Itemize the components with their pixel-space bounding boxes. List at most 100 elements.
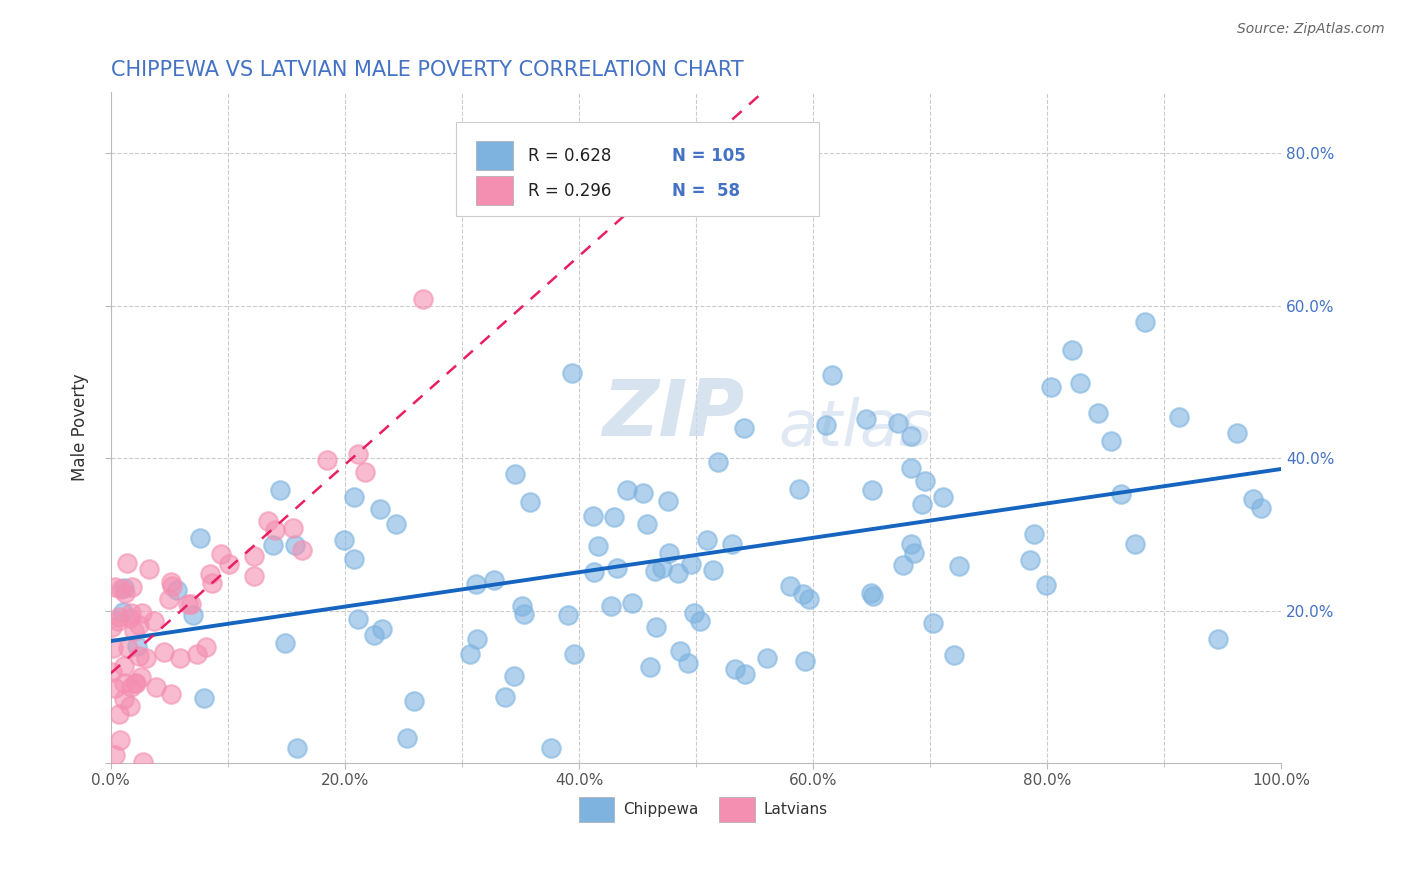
Point [887, 417, 910, 431]
Point [142, 614, 165, 628]
Point [859, 586, 882, 600]
Point [900, 461, 922, 475]
Point [363, 628, 385, 642]
Point [1241, 492, 1264, 507]
Point [658, 546, 681, 560]
Point [104, 580, 127, 594]
Point [209, 548, 232, 562]
Point [1123, 536, 1146, 550]
Point [169, 651, 191, 665]
Point [561, 367, 583, 381]
Point [860, 483, 883, 497]
Point [153, 645, 176, 659]
Point [120, 606, 142, 620]
Point [243, 549, 266, 564]
Point [943, 648, 966, 662]
Point [124, 676, 146, 690]
Point [128, 649, 150, 664]
Point [502, 669, 524, 683]
Point [855, 411, 877, 425]
Point [562, 647, 585, 661]
Point [651, 561, 673, 575]
Point [644, 564, 666, 578]
Point [162, 579, 184, 593]
Point [110, 582, 132, 596]
Point [583, 565, 606, 579]
Point [346, 612, 368, 626]
Point [157, 591, 180, 606]
Point [291, 543, 314, 558]
Point [921, 616, 943, 631]
Point [676, 657, 699, 671]
Text: Chippewa: Chippewa [623, 803, 699, 817]
Point [512, 607, 534, 621]
Point [368, 501, 391, 516]
Point [1035, 578, 1057, 592]
Point [128, 618, 150, 632]
Point [195, 640, 218, 654]
Point [188, 531, 211, 545]
FancyBboxPatch shape [720, 797, 755, 822]
Point [1226, 425, 1249, 440]
Point [263, 538, 285, 552]
Point [243, 569, 266, 583]
Point [484, 573, 506, 587]
Point [114, 585, 136, 599]
Point [138, 562, 160, 576]
Point [900, 537, 922, 551]
Point [269, 483, 291, 498]
Point [557, 607, 579, 622]
Point [101, 620, 124, 634]
Point [519, 495, 541, 509]
Point [683, 606, 706, 620]
Point [285, 740, 308, 755]
Point [346, 447, 368, 461]
Point [1087, 406, 1109, 420]
Point [125, 639, 148, 653]
Point [121, 580, 143, 594]
Point [273, 636, 295, 650]
FancyBboxPatch shape [456, 122, 820, 217]
Point [135, 650, 157, 665]
Point [914, 474, 936, 488]
Point [669, 644, 692, 658]
Point [112, 605, 135, 619]
Text: ZIP: ZIP [602, 376, 745, 452]
Point [681, 558, 703, 572]
Point [200, 566, 222, 581]
Point [862, 589, 884, 603]
FancyBboxPatch shape [477, 176, 513, 204]
Point [371, 622, 394, 636]
Point [1022, 526, 1045, 541]
Point [101, 665, 124, 679]
Point [465, 577, 488, 591]
Point [1040, 380, 1063, 394]
Point [112, 676, 135, 690]
Point [120, 699, 142, 714]
Point [603, 509, 626, 524]
Point [1109, 486, 1132, 500]
Point [104, 681, 127, 695]
Point [129, 669, 152, 683]
Point [696, 533, 718, 547]
Point [734, 667, 756, 681]
Point [494, 690, 516, 705]
Point [724, 662, 747, 676]
Point [657, 494, 679, 508]
Point [110, 732, 132, 747]
Point [104, 748, 127, 763]
Point [720, 537, 742, 551]
Point [636, 516, 658, 531]
Point [283, 521, 305, 535]
Point [891, 558, 914, 573]
Point [201, 576, 224, 591]
Text: N = 105: N = 105 [672, 147, 745, 165]
Point [108, 610, 131, 624]
Point [120, 680, 142, 694]
Point [460, 647, 482, 661]
Point [131, 756, 153, 770]
Point [900, 429, 922, 443]
Point [911, 497, 934, 511]
Point [707, 455, 730, 469]
Point [821, 368, 844, 382]
